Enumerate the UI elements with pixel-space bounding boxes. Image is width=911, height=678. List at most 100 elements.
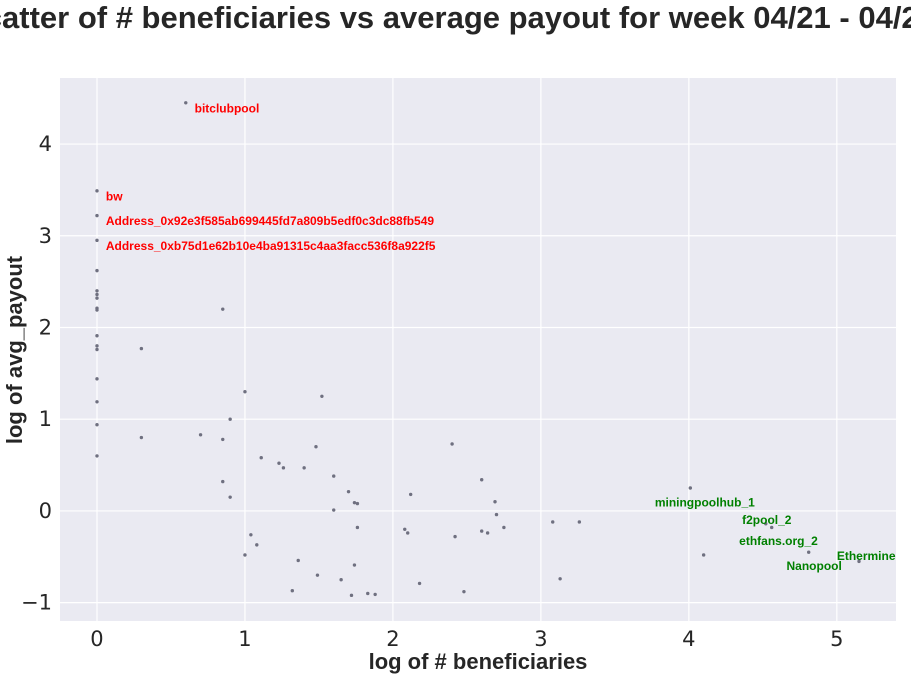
data-point	[95, 213, 99, 218]
data-point	[493, 500, 497, 504]
data-point	[332, 474, 336, 478]
data-point	[764, 522, 768, 526]
data-point	[184, 101, 188, 105]
data-point	[259, 456, 263, 460]
data-point	[688, 486, 693, 490]
data-point	[406, 531, 410, 535]
point-annotation: Nanopool	[787, 559, 842, 573]
data-point	[221, 479, 225, 484]
y-tick-label: 2	[39, 315, 52, 339]
data-point	[551, 520, 555, 524]
data-point	[255, 543, 259, 547]
data-point	[139, 435, 144, 440]
data-point	[320, 394, 324, 398]
data-point	[701, 553, 706, 557]
data-point	[332, 508, 336, 512]
data-point	[450, 442, 454, 446]
data-point	[290, 589, 295, 593]
data-point	[770, 525, 774, 530]
data-point	[95, 296, 99, 300]
data-point	[95, 347, 99, 352]
data-point	[95, 377, 99, 381]
data-point	[408, 492, 413, 497]
y-tick-label: 1	[39, 407, 52, 431]
x-axis-label: log of # beneficiaries	[369, 649, 588, 674]
y-tick-label: 0	[39, 499, 52, 523]
y-tick-label: 3	[39, 224, 52, 248]
data-point	[95, 238, 99, 243]
data-point	[221, 307, 225, 311]
point-annotation: Address_0x92e3f585ab699445fd7a809b5edf0c…	[106, 214, 435, 228]
data-point	[249, 533, 253, 537]
data-point	[277, 461, 281, 465]
point-annotation: f2pool_2	[742, 513, 792, 527]
data-point	[243, 553, 247, 557]
y-axis-label: log of avg_payout	[2, 255, 27, 444]
y-tick-label: −1	[21, 591, 52, 615]
data-point	[807, 550, 811, 554]
data-point	[243, 389, 247, 394]
data-point	[485, 531, 490, 535]
data-point	[314, 445, 318, 449]
data-point	[315, 573, 320, 577]
grid-lines	[60, 78, 896, 621]
data-point	[281, 466, 286, 470]
plot-area	[60, 78, 896, 621]
data-point	[95, 292, 99, 297]
data-point	[479, 478, 484, 482]
data-point	[95, 423, 99, 427]
data-point	[373, 592, 377, 597]
data-point	[355, 501, 360, 506]
point-annotation: bw	[106, 189, 123, 203]
x-tick-label: 0	[90, 627, 103, 651]
data-point	[857, 559, 861, 564]
data-point	[349, 593, 354, 598]
data-point	[95, 289, 99, 293]
data-point	[339, 578, 343, 582]
data-point	[198, 433, 203, 437]
x-tick-label: 4	[682, 627, 695, 651]
data-point	[352, 500, 357, 505]
data-point	[479, 529, 484, 533]
point-annotation: miningpoolhub_1	[655, 496, 755, 510]
chart-title: Scatter of # beneficiaries vs average pa…	[0, 0, 911, 35]
data-point	[355, 525, 360, 530]
x-tick-labels: 0 1 2 3 4 5	[90, 627, 843, 651]
data-point	[95, 454, 99, 458]
data-point	[221, 437, 225, 442]
data-point	[302, 466, 306, 470]
data-point	[228, 417, 232, 421]
data-point	[296, 558, 300, 563]
point-annotation: Ethermine	[837, 549, 896, 563]
data-point	[95, 268, 99, 273]
y-tick-labels: −1 0 1 2 3 4	[21, 132, 52, 615]
x-tick-label: 3	[534, 627, 547, 651]
data-point	[139, 346, 144, 351]
data-point	[366, 591, 370, 596]
x-tick-label: 2	[386, 627, 399, 651]
data-point	[95, 334, 99, 338]
data-point	[453, 534, 457, 539]
data-point	[577, 520, 582, 524]
data-point	[417, 581, 422, 586]
data-point	[494, 512, 499, 517]
data-point	[95, 400, 99, 404]
data-point	[502, 525, 506, 530]
point-annotation: bitclubpool	[195, 101, 260, 115]
y-tick-label: 4	[39, 132, 52, 156]
point-annotation: Address_0xb75d1e62b10e4ba91315c4aa3facc5…	[106, 239, 436, 253]
x-tick-label: 5	[830, 627, 843, 651]
x-tick-label: 1	[238, 627, 251, 651]
data-point	[346, 489, 351, 494]
data-point	[95, 344, 99, 348]
data-point	[228, 495, 232, 499]
data-point	[352, 563, 357, 567]
data-point	[95, 308, 99, 312]
data-point	[403, 527, 407, 531]
data-point	[95, 189, 99, 193]
data-points	[95, 101, 861, 598]
point-annotations: bitclubpool bw Address_0x92e3f585ab699445f…	[106, 101, 896, 573]
point-annotation: ethfans.org_2	[739, 534, 818, 548]
data-point	[558, 577, 562, 581]
